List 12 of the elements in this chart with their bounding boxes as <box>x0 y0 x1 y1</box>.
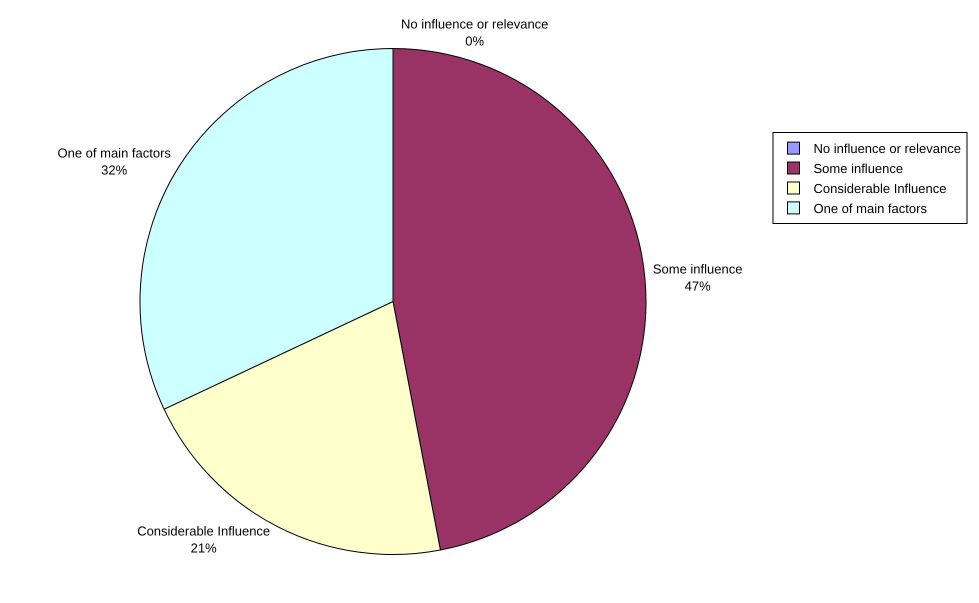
legend-label: No influence or relevance <box>814 141 961 156</box>
data-label: 32% <box>101 162 128 178</box>
data-label: 47% <box>684 278 712 294</box>
legend-label: Considerable Influence <box>814 181 946 196</box>
slice-label: Considerable Influence <box>137 524 270 539</box>
slice-label: One of main factors <box>57 145 172 160</box>
slice-label: Some influence <box>652 262 742 277</box>
legend-label: One of main factors <box>814 200 928 216</box>
data-label: 21% <box>190 540 218 556</box>
text: 0% <box>465 34 484 48</box>
legend-label: Some influence <box>814 161 904 176</box>
category-label: No influence or relevance <box>400 16 548 32</box>
